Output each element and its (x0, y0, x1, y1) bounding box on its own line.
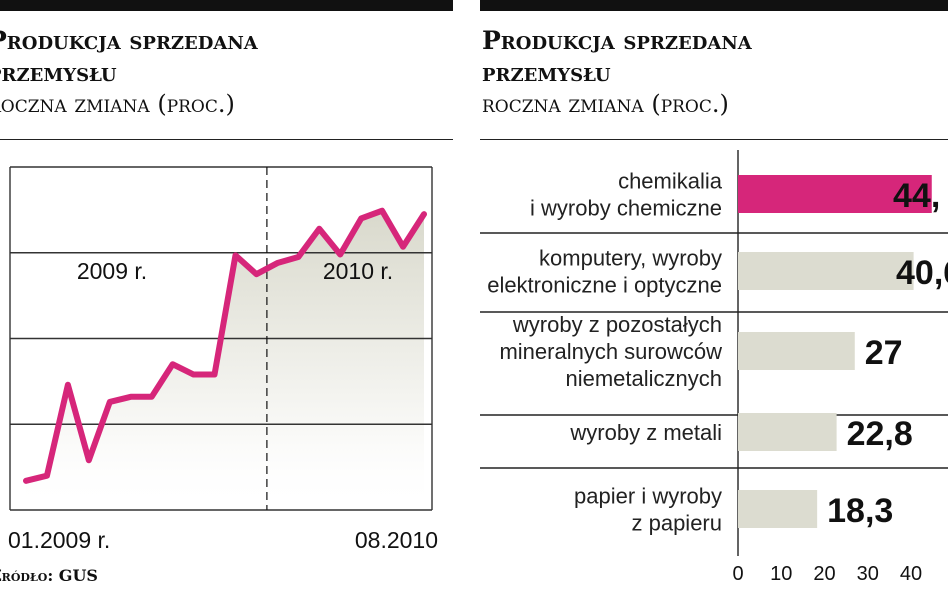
x-tick-label: 0 (732, 563, 743, 585)
source-label: Źródło: GUS (0, 566, 98, 585)
category-label: wyroby z metali (569, 420, 722, 445)
category-label-line: mineralnych surowców (499, 339, 722, 364)
category-label-line: chemikalia (618, 169, 723, 194)
line-chart: 2009 r. 2010 r. 01.2009 r. 08.2010 (8, 166, 438, 553)
category-label-line: z papieru (631, 511, 722, 536)
left-title-line1: Produkcja sprzedana (0, 26, 258, 55)
category-label-line: i wyroby chemiczne (530, 196, 722, 221)
x-tick-label: 20 (813, 563, 835, 585)
left-title-rule (0, 139, 453, 140)
value-label: 18,3 (827, 492, 893, 530)
area-fill (26, 210, 424, 511)
x-tick-label: 40 (900, 563, 922, 585)
category-label: papier i wyroby z papieru (574, 484, 722, 536)
period-label-2009: 2009 r. (77, 258, 147, 284)
series-line (23, 207, 427, 484)
category-label: chemikalia i wyroby chemiczne (530, 169, 723, 221)
left-top-bar (0, 0, 453, 11)
right-title-line2: przemysłu (482, 58, 611, 87)
x-tick-label-start: 01.2009 r. (8, 527, 110, 553)
bar-chart: chemikalia i wyroby chemiczne 44, komputery… (480, 150, 948, 585)
value-label: 40,6 (896, 254, 948, 292)
value-label: 44, (893, 177, 940, 215)
category-label-line: niemetalicznych (565, 366, 722, 391)
category-label-line: komputery, wyroby (539, 246, 722, 271)
category-label-line: elektroniczne i optyczne (487, 273, 722, 298)
left-subtitle: roczna zmiana (proc.) (0, 90, 235, 118)
bar (738, 490, 818, 528)
category-label: komputery, wyroby elektroniczne i optyczn… (487, 246, 722, 298)
category-label-line: papier i wyroby (574, 484, 722, 509)
right-top-bar (480, 0, 948, 11)
x-tick-label-end: 08.2010 (355, 527, 438, 553)
bar (738, 332, 855, 370)
value-label: 22,8 (847, 415, 913, 453)
value-label: 27 (865, 334, 903, 372)
right-subtitle: roczna zmiana (proc.) (482, 90, 729, 118)
x-tick-label: 10 (770, 563, 792, 585)
category-label-line: wyroby z metali (569, 420, 722, 445)
left-title-line2: przemysłu (0, 58, 117, 87)
period-label-2010: 2010 r. (323, 258, 393, 284)
bar (738, 175, 932, 213)
category-label-line: wyroby z pozostałych (512, 312, 722, 337)
bar (738, 413, 837, 451)
x-tick-label: 30 (857, 563, 879, 585)
right-title-line1: Produkcja sprzedana (482, 26, 752, 55)
category-label: wyroby z pozostałych mineralnych surowców… (499, 312, 722, 391)
right-title-rule (480, 139, 948, 140)
bar (738, 252, 914, 290)
